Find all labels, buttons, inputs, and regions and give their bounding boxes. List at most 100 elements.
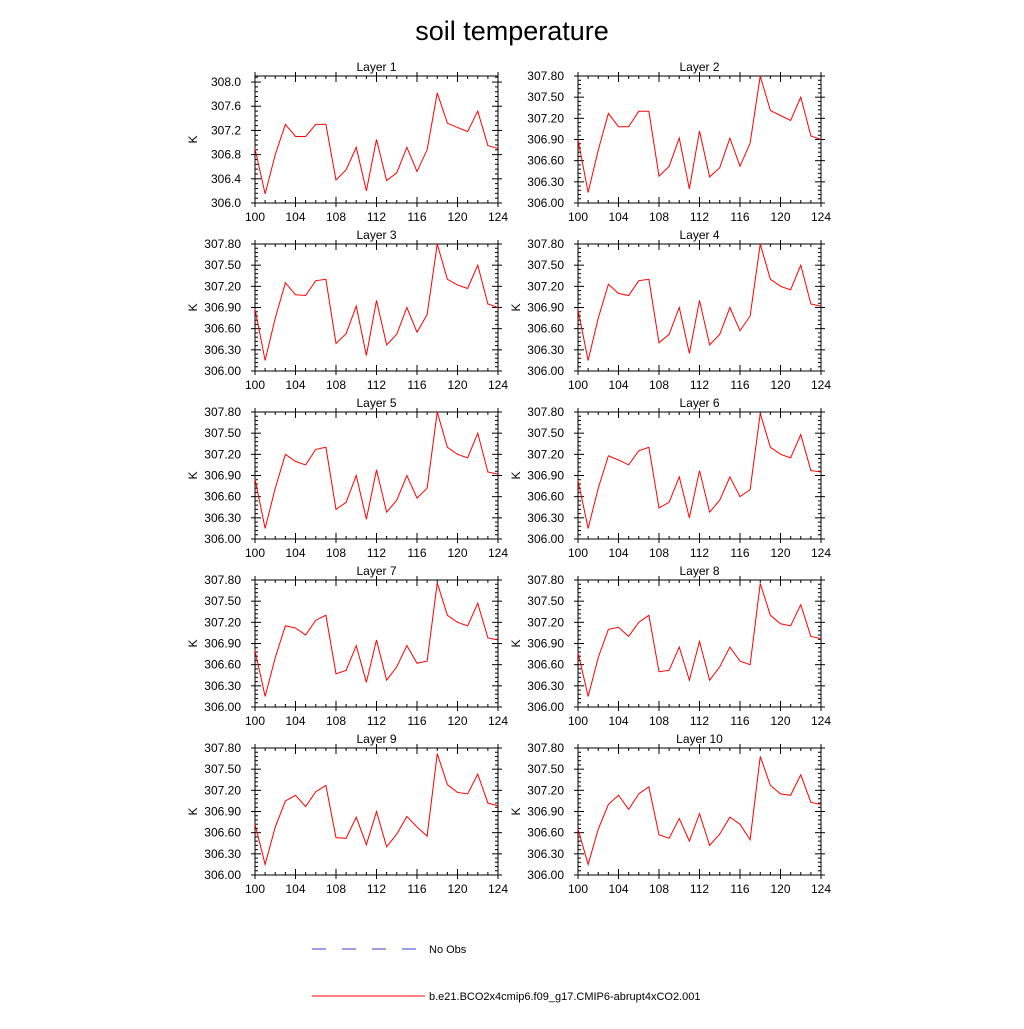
y-tick-label: 306.00 [204,364,241,378]
y-tick-label: 307.50 [204,426,241,440]
panel-title-layer-6: Layer 6 [679,396,719,410]
y-tick-label: 306.60 [204,658,241,672]
y-axis-label: K [186,639,200,647]
y-tick-label: 306.90 [527,637,564,651]
panel-layer-10: 100 104 108 112 116 120 124 306.00 306.30 306.60 3… [509,732,831,896]
series-line-layer-9 [254,753,499,867]
x-tick-label: 116 [730,882,749,896]
x-tick-label: 120 [447,378,467,392]
series-line-layer-1 [254,92,499,195]
y-tick-label: 306.60 [527,658,564,672]
x-tick-label: 116 [407,882,426,896]
y-tick-label: 306.60 [527,154,564,168]
y-tick-label: 306.60 [527,322,564,336]
plot-frame [254,579,499,708]
y-tick-label: 307.50 [527,594,564,608]
x-tick-label: 112 [690,714,709,728]
x-tick-label: 100 [568,378,588,392]
y-tick-label: 307.80 [527,741,564,755]
panel-layer-1: 100 104 108 112 116 120 124 306.0 306.4 306.8 307.… [186,60,508,224]
series-line-layer-2 [577,75,822,193]
y-tick-label: 307.80 [204,237,241,251]
panel-title-layer-7: Layer 7 [356,564,396,578]
x-tick-label: 108 [326,546,346,560]
x-tick-label: 116 [407,546,426,560]
x-tick-label: 116 [407,210,426,224]
y-tick-label: 307.20 [527,447,564,461]
y-tick-label: 307.20 [204,279,241,293]
y-tick-label: 306.4 [211,172,241,186]
y-tick-label: 307.80 [527,573,564,587]
y-tick-label: 306.00 [527,700,564,714]
series-line-layer-7 [254,582,499,697]
x-tick-label: 120 [770,378,790,392]
y-axis-label: K [186,471,200,479]
x-tick-label: 112 [367,714,386,728]
y-tick-label: 306.30 [204,343,241,357]
y-tick-label: 307.50 [204,594,241,608]
plot-frame [254,747,499,876]
y-tick-label: 307.20 [527,783,564,797]
y-tick-label: 307.80 [204,405,241,419]
main-title: soil temperature [415,16,609,46]
x-tick-label: 108 [326,714,346,728]
y-tick-label: 307.80 [527,405,564,419]
series-line-layer-3 [254,243,499,361]
y-tick-label: 306.90 [204,637,241,651]
x-tick-label: 112 [690,210,709,224]
x-tick-label: 124 [488,210,508,224]
panel-title-layer-2: Layer 2 [679,60,719,74]
y-tick-label: 307.20 [527,615,564,629]
panel-title-layer-10: Layer 10 [676,732,723,746]
panel-title-layer-8: Layer 8 [679,564,719,578]
x-tick-label: 100 [568,714,588,728]
plot-frame [577,243,822,372]
x-tick-label: 108 [326,882,346,896]
y-tick-label: 307.20 [204,447,241,461]
y-tick-label: 307.50 [527,426,564,440]
y-tick-label: 306.60 [527,826,564,840]
y-axis-label: K [509,639,523,647]
y-tick-label: 306.90 [204,469,241,483]
x-tick-label: 120 [770,546,790,560]
y-tick-label: 306.00 [527,532,564,546]
x-tick-label: 124 [811,546,831,560]
x-tick-label: 104 [608,714,628,728]
x-tick-label: 104 [608,378,628,392]
y-tick-label: 307.20 [204,615,241,629]
y-tick-label: 306.30 [527,679,564,693]
y-tick-label: 306.90 [527,133,564,147]
panel-layer-4: 100 104 108 112 116 120 124 306.00 306.30 306.60 3… [509,228,831,392]
y-tick-label: 306.90 [204,805,241,819]
series-line-layer-10 [577,756,822,867]
y-tick-label: 306.30 [527,847,564,861]
y-tick-label: 306.00 [527,868,564,882]
y-tick-label: 307.20 [204,783,241,797]
x-tick-label: 104 [285,378,305,392]
x-tick-label: 112 [367,882,386,896]
x-tick-label: 120 [770,714,790,728]
y-tick-label: 306.30 [527,343,564,357]
y-tick-label: 306.00 [204,868,241,882]
plot-frame [577,579,822,708]
y-tick-label: 306.30 [204,679,241,693]
plot-frame [577,411,822,540]
x-tick-label: 124 [488,714,508,728]
y-axis-label: K [509,471,523,479]
x-tick-label: 124 [811,714,831,728]
x-tick-label: 112 [367,210,386,224]
x-tick-label: 116 [730,714,749,728]
plot-frame [577,747,822,876]
series-line-layer-5 [254,411,499,529]
x-tick-label: 100 [568,882,588,896]
series-line-layer-4 [577,243,822,361]
y-tick-label: 306.30 [204,847,241,861]
panel-layer-6: 100 104 108 112 116 120 124 306.00 306.30 306.60 3… [509,396,831,560]
y-tick-label: 306.00 [527,364,564,378]
y-tick-label: 306.60 [204,322,241,336]
x-tick-label: 100 [245,210,265,224]
y-tick-label: 306.30 [527,511,564,525]
x-tick-label: 108 [649,546,669,560]
